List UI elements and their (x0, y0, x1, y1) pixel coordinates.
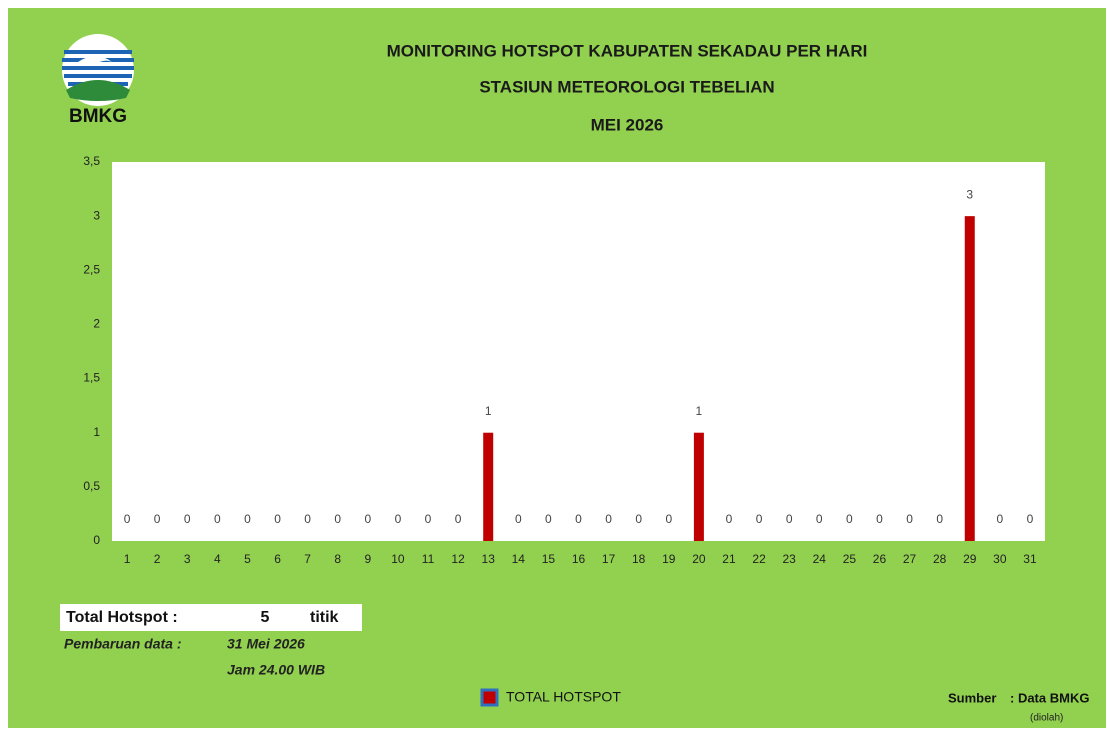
data-label: 0 (936, 512, 943, 526)
x-tick-label: 13 (482, 552, 496, 566)
data-label: 0 (364, 512, 371, 526)
data-label: 0 (184, 512, 191, 526)
y-tick-label: 0 (93, 533, 100, 547)
logo-text: BMKG (69, 106, 127, 127)
x-tick-label: 3 (184, 552, 191, 566)
bar (964, 216, 975, 541)
x-tick-label: 14 (512, 552, 526, 566)
y-tick-label: 1,5 (83, 371, 100, 385)
data-label: 1 (485, 404, 492, 418)
data-label: 0 (635, 512, 642, 526)
x-tick-label: 9 (364, 552, 371, 566)
x-tick-label: 7 (304, 552, 311, 566)
data-label: 0 (124, 512, 131, 526)
source-label: Sumber (948, 690, 996, 705)
chart-subtitle: STASIUN METEOROLOGI TEBELIAN (479, 77, 774, 96)
x-tick-label: 27 (903, 552, 917, 566)
update-time: Jam 24.00 WIB (227, 662, 325, 678)
data-label: 0 (575, 512, 582, 526)
data-label: 0 (395, 512, 402, 526)
chart-title: MONITORING HOTSPOT KABUPATEN SEKADAU PER… (387, 41, 868, 60)
total-label: Total Hotspot : (66, 609, 178, 626)
x-tick-label: 10 (391, 552, 405, 566)
x-tick-label: 17 (602, 552, 616, 566)
data-label: 0 (605, 512, 612, 526)
data-label: 0 (846, 512, 853, 526)
x-tick-label: 12 (451, 552, 465, 566)
x-tick-label: 24 (813, 552, 827, 566)
data-label: 0 (876, 512, 883, 526)
data-label: 0 (154, 512, 161, 526)
logo (62, 34, 134, 106)
data-label: 0 (304, 512, 311, 526)
y-tick-label: 1 (93, 425, 100, 439)
bar (693, 432, 704, 541)
data-label: 0 (786, 512, 793, 526)
source-value: : Data BMKG (1010, 690, 1089, 705)
data-label: 0 (756, 512, 763, 526)
data-label: 0 (997, 512, 1004, 526)
x-tick-label: 2 (154, 552, 161, 566)
x-tick-label: 29 (963, 552, 977, 566)
x-tick-label: 15 (542, 552, 556, 566)
x-tick-label: 26 (873, 552, 887, 566)
data-label: 3 (966, 187, 973, 201)
x-tick-label: 1 (124, 552, 131, 566)
x-tick-label: 18 (632, 552, 646, 566)
y-tick-label: 2 (93, 317, 100, 331)
y-tick-label: 3 (93, 208, 100, 222)
data-label: 1 (696, 404, 703, 418)
data-label: 0 (515, 512, 522, 526)
x-tick-label: 31 (1023, 552, 1037, 566)
data-label: 0 (244, 512, 251, 526)
chart-period: MEI 2026 (591, 115, 664, 134)
data-label: 0 (726, 512, 733, 526)
x-tick-label: 19 (662, 552, 676, 566)
data-label: 0 (816, 512, 823, 526)
y-tick-label: 2,5 (83, 262, 100, 276)
data-label: 0 (274, 512, 281, 526)
total-box (60, 604, 362, 631)
y-tick-label: 3,5 (83, 154, 100, 168)
data-label: 0 (1027, 512, 1034, 526)
x-tick-label: 30 (993, 552, 1007, 566)
x-tick-label: 22 (752, 552, 766, 566)
legend-label: TOTAL HOTSPOT (506, 689, 621, 705)
bar (483, 432, 494, 541)
data-label: 0 (425, 512, 432, 526)
x-tick-label: 25 (843, 552, 857, 566)
data-label: 0 (545, 512, 552, 526)
legend-swatch (480, 688, 499, 707)
total-unit: titik (310, 609, 339, 626)
y-tick-label: 0,5 (83, 479, 100, 493)
x-tick-label: 6 (274, 552, 281, 566)
x-tick-label: 11 (422, 552, 435, 566)
update-date: 31 Mei 2026 (227, 636, 305, 652)
x-tick-label: 23 (782, 552, 796, 566)
x-tick-label: 5 (244, 552, 251, 566)
data-label: 0 (214, 512, 221, 526)
x-tick-label: 28 (933, 552, 947, 566)
data-label: 0 (455, 512, 462, 526)
data-label: 0 (334, 512, 341, 526)
x-tick-label: 4 (214, 552, 221, 566)
x-tick-label: 8 (334, 552, 341, 566)
update-label: Pembaruan data : (64, 636, 181, 652)
total-value: 5 (261, 609, 270, 626)
x-tick-label: 21 (722, 552, 736, 566)
source-note: (diolah) (1030, 713, 1063, 724)
data-label: 0 (665, 512, 672, 526)
data-label: 0 (906, 512, 913, 526)
x-tick-label: 16 (572, 552, 586, 566)
x-tick-label: 20 (692, 552, 706, 566)
plot-area (112, 162, 1045, 541)
